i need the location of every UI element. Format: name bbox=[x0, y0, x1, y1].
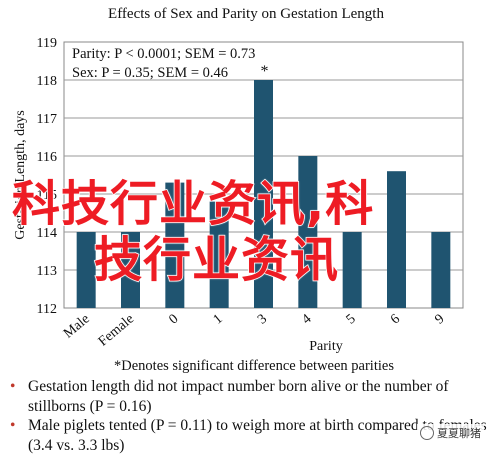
bullet-text: Gestation length did not impact number b… bbox=[28, 378, 449, 415]
x-axis-label: Parity bbox=[309, 339, 342, 354]
footnote: *Denotes significant difference between … bbox=[114, 358, 394, 374]
bullet-item: • Gestation length did not impact number… bbox=[10, 377, 490, 416]
bullet-item: • Male piglets tented (P = 0.11) to weig… bbox=[10, 416, 490, 455]
bar bbox=[209, 201, 229, 308]
bar bbox=[342, 232, 362, 308]
x-tick-label: 4 bbox=[299, 312, 314, 328]
watermark-overlay-line-2: 技行业资讯 bbox=[93, 232, 340, 288]
sex-stat-annotation: Sex: P = 0.35; SEM = 0.46 bbox=[72, 65, 228, 81]
y-tick-label: 113 bbox=[37, 264, 57, 279]
x-tick-label: 0 bbox=[166, 312, 181, 328]
bullet-text: Male piglets tented (P = 0.11) to weigh … bbox=[28, 417, 487, 454]
bar bbox=[254, 80, 273, 308]
bar bbox=[165, 182, 185, 308]
parity-stat-annotation: Parity: P < 0.0001; SEM = 0.73 bbox=[72, 46, 255, 62]
y-tick-label: 115 bbox=[37, 188, 57, 203]
y-tick-label: 112 bbox=[37, 302, 57, 317]
bar bbox=[387, 171, 406, 308]
bar bbox=[121, 232, 140, 308]
x-tick-label: Female bbox=[96, 312, 137, 350]
y-tick-label: 117 bbox=[37, 112, 57, 127]
x-tick-label: Male bbox=[61, 312, 93, 342]
x-tick-label: 3 bbox=[255, 312, 270, 328]
bar bbox=[298, 156, 318, 308]
y-tick-label: 118 bbox=[37, 74, 57, 89]
y-tick-label: 116 bbox=[37, 150, 57, 165]
watermark-text: 夏夏聊猪 bbox=[437, 427, 481, 440]
chart-title: Effects of Sex and Parity on Gestation L… bbox=[108, 6, 384, 22]
bar bbox=[431, 232, 451, 308]
bullet-mark: • bbox=[10, 417, 16, 434]
significance-star: * bbox=[261, 63, 269, 80]
y-tick-label: 114 bbox=[37, 226, 57, 241]
x-tick-label: 1 bbox=[211, 312, 226, 328]
x-tick-label: 9 bbox=[432, 312, 447, 328]
watermark-overlay-line-1: 科技行业资讯,科 bbox=[11, 176, 375, 232]
watermark-badge: 夏夏聊猪 bbox=[417, 424, 484, 442]
wechat-icon bbox=[420, 426, 434, 440]
y-axis-label: Gestation Length, days bbox=[13, 110, 28, 239]
bullet-mark: • bbox=[10, 378, 16, 395]
bar bbox=[76, 232, 96, 308]
x-tick-label: 5 bbox=[344, 312, 359, 328]
x-tick-label: 6 bbox=[388, 312, 403, 328]
bullet-list: • Gestation length did not impact number… bbox=[10, 377, 490, 455]
y-tick-label: 119 bbox=[37, 36, 57, 51]
